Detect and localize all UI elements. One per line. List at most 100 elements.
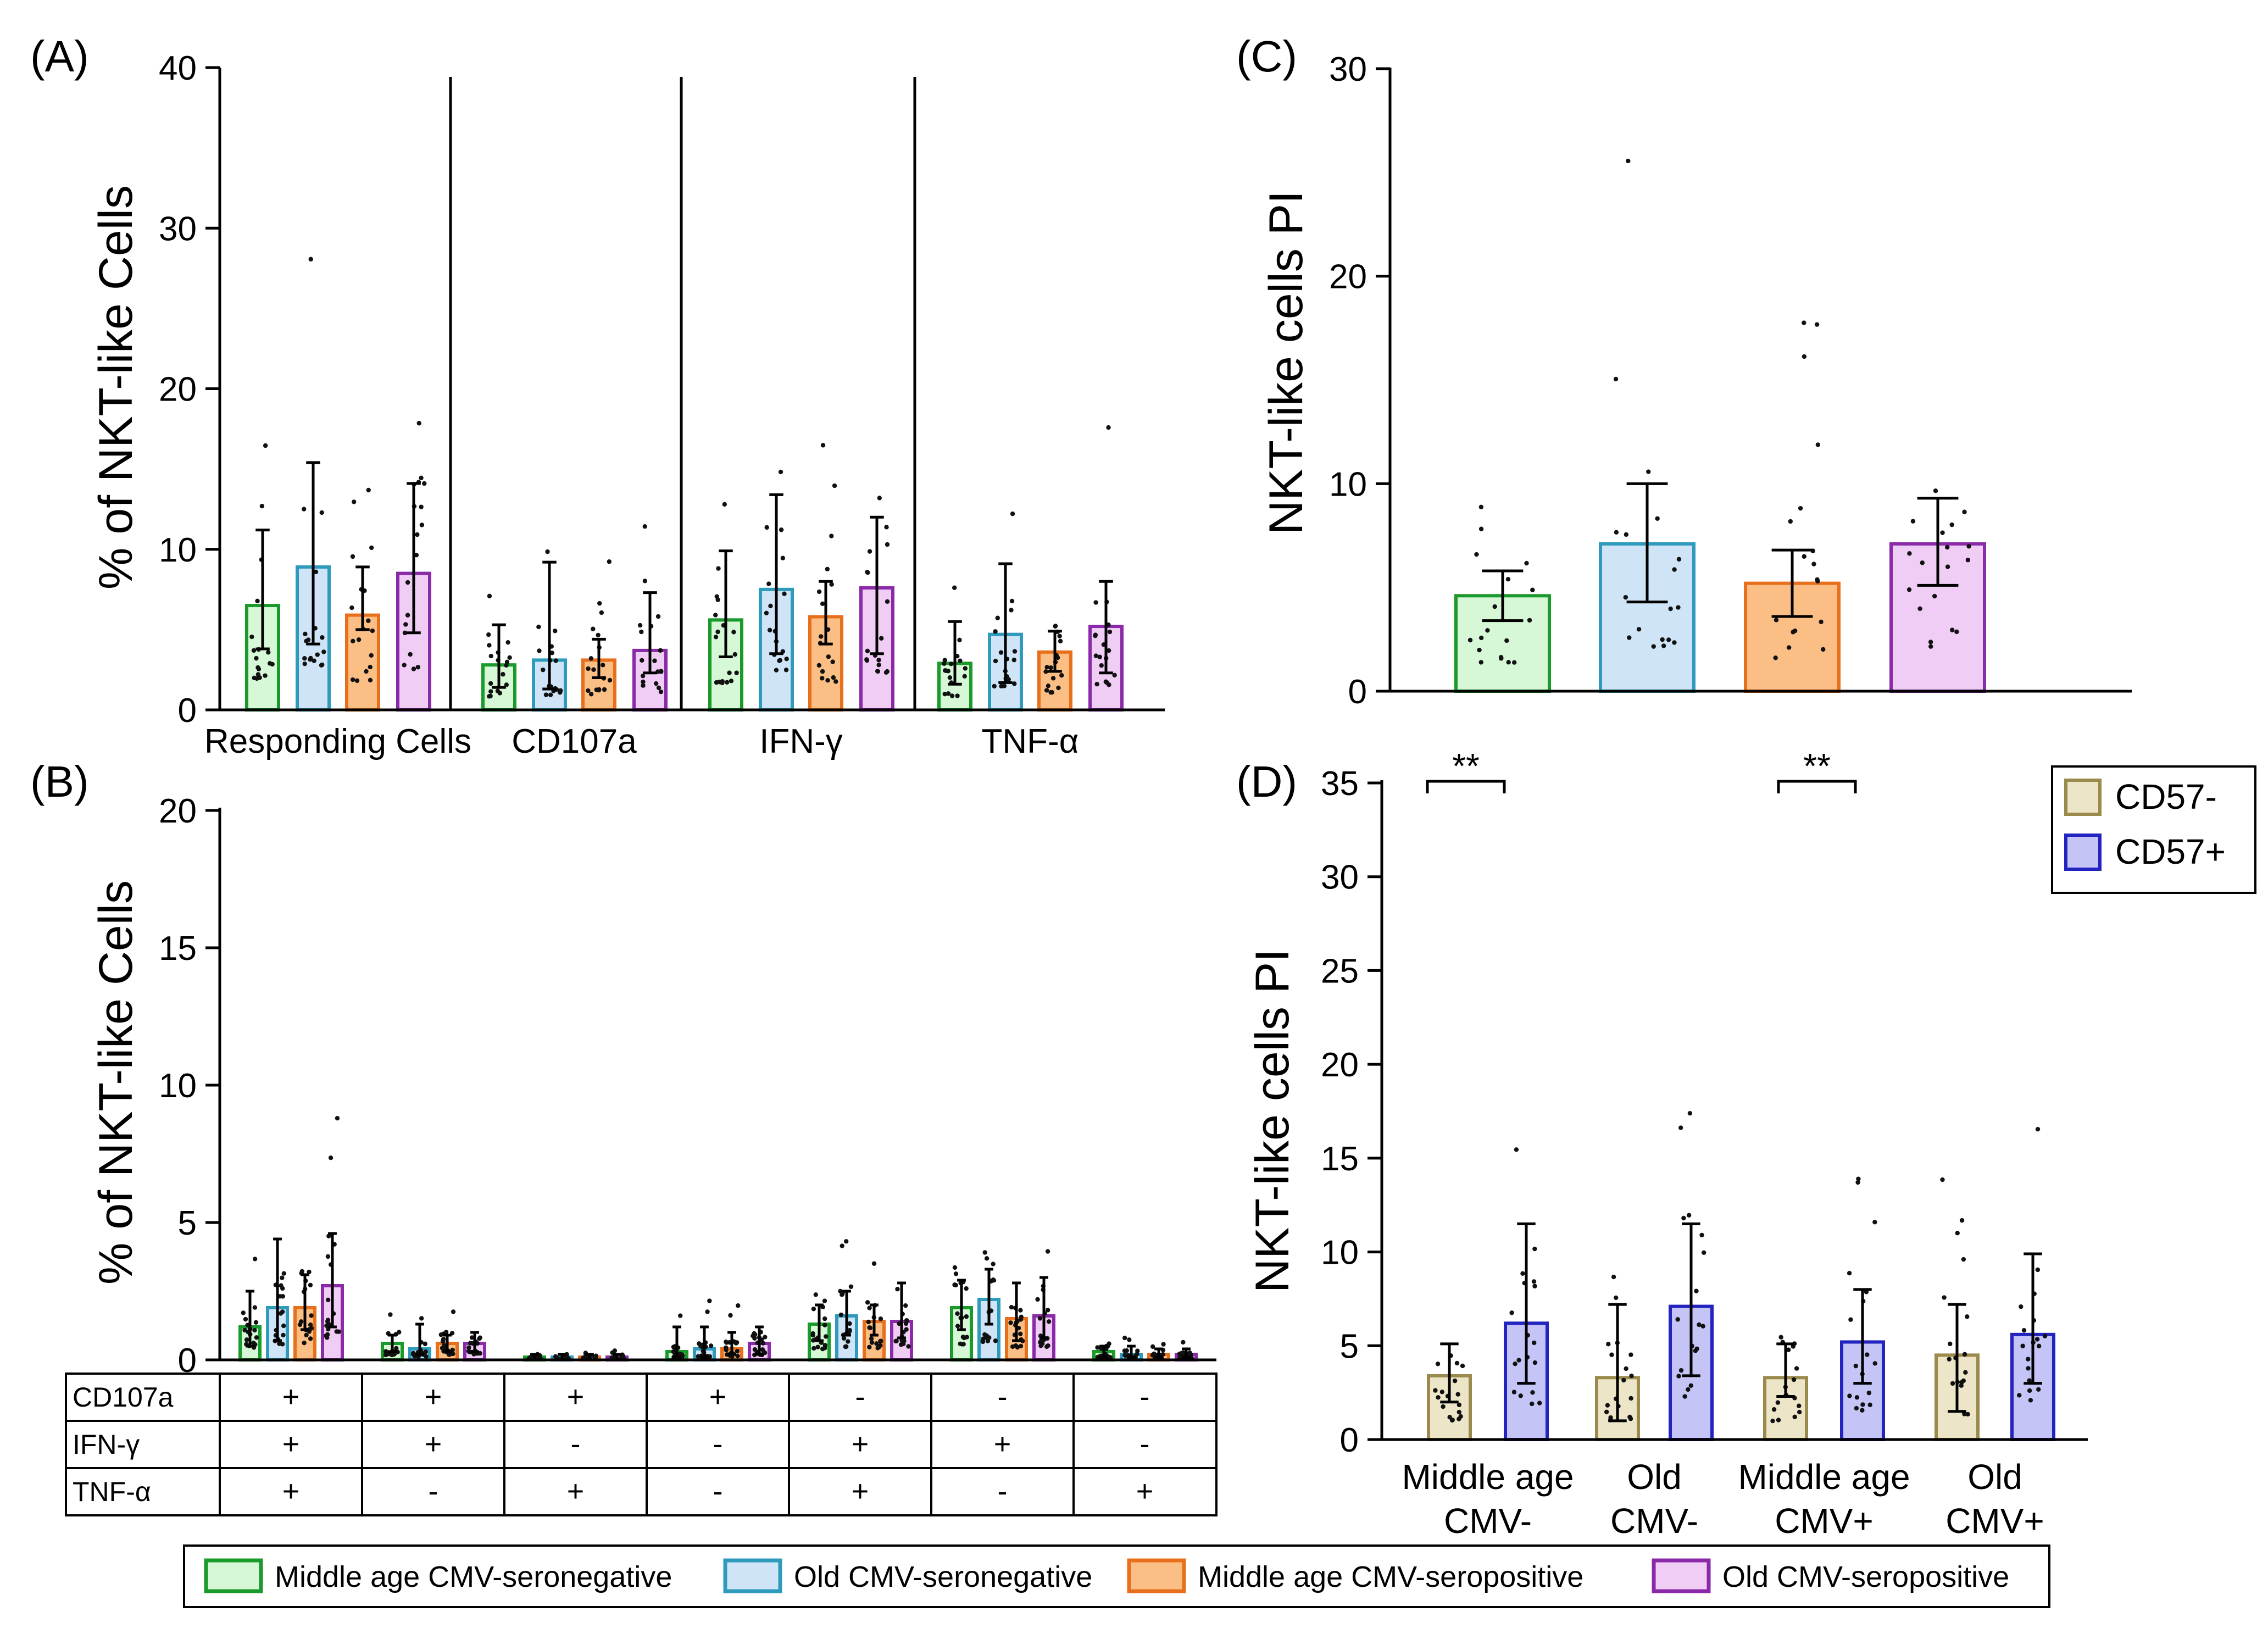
panel-d-dot (1686, 1213, 1692, 1218)
panel-d-dot (1613, 1295, 1619, 1301)
panel-b-dot (869, 1340, 875, 1345)
panel-b-dot (280, 1275, 285, 1280)
panel-a-dot (259, 503, 265, 509)
panel-a-x-label: CD107a (512, 723, 637, 760)
panel-a-group (708, 443, 894, 712)
panel-b-dot (903, 1303, 908, 1308)
panel-b-dot (477, 1335, 482, 1340)
panel-b-group (950, 1249, 1055, 1362)
panel-d-dot (1867, 1402, 1872, 1408)
panel-a-dot (1093, 600, 1098, 605)
panel-a-dot (607, 677, 613, 683)
marker-table-cell: - (998, 1475, 1008, 1508)
panel-a-dot (419, 504, 424, 509)
panel-d-dot (1856, 1176, 1861, 1181)
panel-d-y-axis-label: NKT-like cells PI (1246, 949, 1299, 1293)
panel-c-dot (1655, 516, 1660, 521)
panel-d-dot (1449, 1418, 1455, 1423)
panel-c-dot (1802, 354, 1807, 359)
panel-a-dot (308, 257, 313, 262)
panel-b-dot (810, 1333, 815, 1338)
panel-c-dot (1672, 640, 1677, 645)
panel-c-dot (1661, 643, 1666, 648)
panel-d-dot (1794, 1366, 1799, 1371)
panel-d-y-tick-label: 25 (1321, 952, 1359, 990)
panel-a-dot (320, 635, 325, 640)
panel-d-significance: ** ** (1426, 746, 1857, 793)
panel-a-dot (783, 668, 789, 673)
panel-a-dot (957, 637, 962, 642)
panel-b-y-tick-label: 20 (159, 792, 197, 830)
marker-table-frame (65, 1373, 1218, 1516)
panel-b-group (238, 1115, 344, 1362)
panel-b-dot (252, 1257, 258, 1262)
panel-a-dot (251, 648, 257, 653)
panel-b-dot (383, 1351, 389, 1355)
panel-d-dot (1847, 1393, 1852, 1398)
panel-b-dot (251, 1341, 256, 1346)
panel-d-x-label: CMV- (1444, 1501, 1532, 1541)
panel-d-dot (2027, 1378, 2032, 1383)
panel-a-x-label: TNF-α (981, 723, 1079, 760)
panel-a-dot (1112, 673, 1117, 678)
panel-c-dot (1498, 654, 1504, 660)
panel-a-dot (724, 680, 730, 685)
panel-d-dot (1955, 1231, 1960, 1236)
panel-c-dot (1910, 519, 1916, 524)
panel-c-dot (1646, 469, 1651, 474)
panel-c-group (1744, 320, 1841, 693)
panel-a-dot (729, 679, 734, 684)
panel-d-dot (2026, 1357, 2031, 1362)
panel-a-dot (962, 674, 967, 679)
panel-d-dot (1687, 1110, 1693, 1116)
panel-a-dot (949, 693, 955, 698)
panel-a-dot (602, 687, 607, 692)
panel-d-dot (1860, 1408, 1865, 1413)
panel-d-dot (1865, 1352, 1870, 1357)
marker-table-cell: + (1136, 1475, 1154, 1508)
panel-d-dot (2042, 1333, 2048, 1338)
panel-b-dot (1122, 1353, 1127, 1358)
panel-a-dot (659, 669, 664, 674)
panel-c-dot (1478, 504, 1484, 510)
panel-a-y-tick-label: 0 (178, 692, 197, 730)
panel-a-dot (865, 648, 870, 653)
panel-b-dot (878, 1316, 883, 1321)
panel-b-dot (388, 1312, 393, 1317)
panel-b-dot (982, 1332, 987, 1337)
panel-a-dot (1107, 682, 1111, 687)
panel-a-dot (263, 443, 268, 448)
panel-d-dot (1436, 1395, 1441, 1400)
panel-a-dot (249, 634, 254, 640)
panel-d-dot (1778, 1335, 1783, 1340)
panel-b-dot (309, 1313, 314, 1318)
panel-b-group (665, 1298, 771, 1362)
panel-a-dot (782, 591, 787, 596)
panel-d-dot (1948, 1341, 1953, 1347)
panel-d-dot (1676, 1374, 1681, 1379)
panel-a-dot (319, 510, 324, 515)
panel-a-dot (416, 421, 421, 426)
panel-a-dot (549, 651, 554, 655)
panel-a-group (245, 257, 431, 712)
panel-a-dot (263, 673, 268, 678)
panel-d-dot (1457, 1402, 1462, 1408)
panel-c-dot (1478, 526, 1484, 531)
panel-b-dot (304, 1332, 309, 1338)
panel-a-dot (867, 549, 872, 554)
panel-d-legend-swatch (2064, 779, 2102, 816)
panel-a-dot (1044, 688, 1049, 693)
panel-a-dot (825, 566, 830, 571)
panel-c-dot (1821, 647, 1826, 652)
panel-b-dot (279, 1283, 284, 1288)
panel-a-dot (716, 566, 721, 571)
panel-d-dot (1771, 1407, 1777, 1412)
panel-b-dot (867, 1305, 872, 1310)
panel-b-dot (824, 1334, 829, 1339)
panel-b-dot (1010, 1344, 1015, 1349)
panel-a-dot (369, 653, 374, 658)
panel-d-dot (2027, 1388, 2032, 1393)
panel-a-dot (545, 549, 550, 554)
panel-d-dot (1452, 1378, 1458, 1383)
panel-b-dot (822, 1323, 827, 1327)
